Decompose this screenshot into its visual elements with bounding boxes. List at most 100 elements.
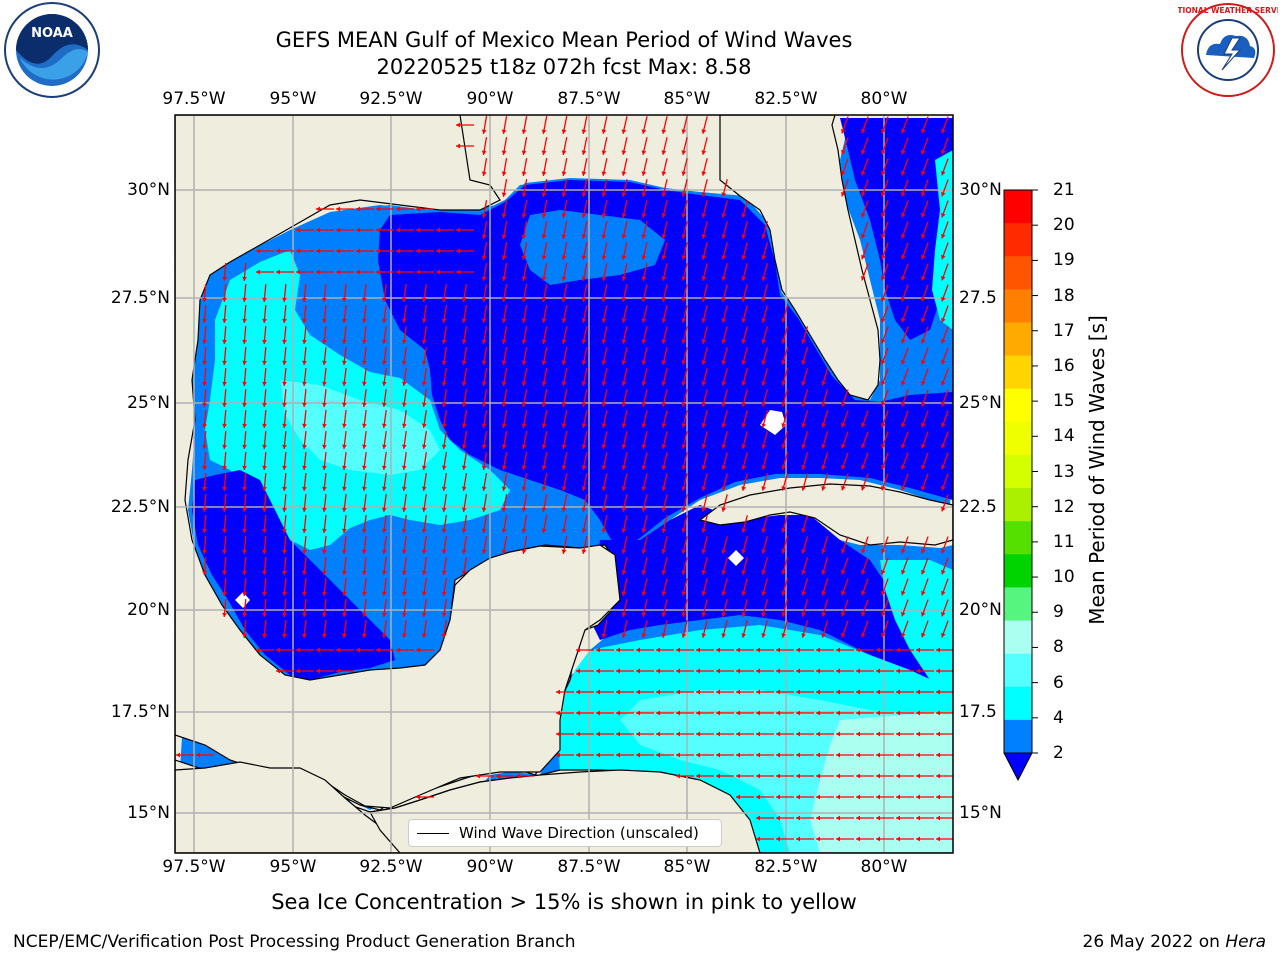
wind-arrow-head	[521, 360, 527, 365]
wind-arrow-head	[876, 689, 880, 695]
wind-arrow-head	[721, 591, 727, 596]
wind-arrow-head	[681, 297, 687, 302]
colorbar-tick-label: 20	[1053, 215, 1075, 236]
wind-arrow-head	[921, 611, 926, 617]
wind-arrow-head	[861, 422, 866, 428]
wind-arrow-head	[222, 276, 227, 281]
wind-arrow-head	[641, 381, 647, 386]
wind-arrow-head	[342, 549, 347, 554]
colorbar-segment	[1004, 289, 1032, 323]
wind-arrow-head	[421, 612, 427, 617]
wind-arrow-head	[696, 647, 700, 653]
wind-arrow-head	[576, 668, 580, 674]
wind-arrow-head	[576, 710, 580, 716]
wind-arrow-head	[641, 591, 647, 596]
wind-arrow-head	[661, 570, 667, 575]
wind-arrow-head	[296, 647, 300, 653]
lon-tick-top: 82.5°W	[754, 89, 818, 109]
colorbar-segment	[1004, 554, 1032, 588]
wind-arrow-head	[941, 233, 946, 239]
wind-arrow-head	[501, 297, 507, 302]
wind-arrow-head	[876, 731, 880, 737]
wind-arrow-head	[676, 689, 680, 695]
wind-arrow-head	[381, 633, 387, 638]
wind-arrow-head	[901, 170, 906, 176]
wind-arrow-head	[696, 689, 700, 695]
wind-arrow-head	[282, 423, 287, 428]
wind-arrow-head	[401, 381, 407, 386]
wind-arrow-head	[661, 402, 667, 407]
wind-arrow-head	[401, 318, 407, 323]
wind-arrow-head	[701, 255, 707, 260]
wind-arrow-head	[302, 591, 307, 596]
wind-arrow-head	[521, 528, 527, 533]
wind-arrow-head	[681, 213, 687, 218]
wind-arrow-head	[776, 668, 780, 674]
wind-arrow-head	[921, 380, 926, 386]
wind-arrow-head	[416, 647, 420, 653]
wind-arrow-head	[881, 149, 886, 155]
wind-arrow-head	[461, 507, 467, 512]
wind-arrow-head	[641, 255, 647, 260]
wind-arrow-head	[421, 633, 427, 638]
wind-arrow-head	[461, 423, 467, 428]
wind-arrow-head	[901, 443, 906, 449]
lat-tick-right: 25°N	[959, 393, 1002, 413]
wind-arrow-head	[541, 213, 547, 218]
wind-arrow-head	[936, 836, 940, 842]
wind-arrow-head	[641, 612, 647, 617]
wind-arrow-head	[761, 297, 766, 302]
wind-arrow-head	[501, 465, 507, 470]
wind-arrow-head	[616, 710, 620, 716]
colorbar-segment	[1004, 488, 1032, 522]
wind-arrow-head	[636, 689, 640, 695]
wind-arrow-head	[342, 528, 347, 533]
wind-arrow-head	[361, 570, 367, 575]
colorbar-segment	[1004, 190, 1032, 224]
wind-arrow-head	[876, 794, 880, 800]
wind-arrow-head	[541, 234, 547, 239]
wind-arrow-head	[876, 668, 880, 674]
wind-arrow-head	[381, 402, 387, 407]
wind-arrow-head	[696, 752, 700, 758]
wind-arrow-head	[521, 444, 527, 449]
wind-arrow-head	[841, 590, 846, 596]
wind-arrow-head	[796, 647, 800, 653]
wind-arrow-head	[322, 633, 327, 638]
wind-arrow-head	[741, 570, 747, 575]
wind-arrow-head	[781, 486, 786, 491]
wind-arrow-head	[921, 632, 926, 638]
wind-arrow-head	[481, 423, 487, 428]
wind-arrow-head	[501, 507, 507, 512]
wind-arrow-head	[636, 668, 640, 674]
wind-arrow-head	[461, 465, 467, 470]
wind-arrow-head	[641, 549, 647, 554]
wind-arrow-head	[901, 611, 906, 617]
wind-arrow-head	[521, 549, 527, 554]
wind-arrow-head	[821, 423, 826, 428]
wind-arrow-head	[401, 465, 407, 470]
wind-arrow-head	[801, 402, 806, 407]
wind-arrow-head	[696, 731, 700, 737]
wind-arrow-head	[222, 339, 227, 344]
wind-arrow-head	[741, 402, 747, 407]
wind-arrow-head	[361, 444, 367, 449]
wind-arrow-head	[316, 647, 320, 653]
wind-arrow-head	[481, 171, 487, 176]
wind-arrow-head	[941, 506, 946, 512]
wind-arrow-head	[736, 731, 740, 737]
wind-arrow-head	[896, 668, 900, 674]
wind-arrow-head	[881, 590, 886, 596]
wind-arrow-head	[322, 423, 327, 428]
colorbar-tick-label: 16	[1053, 355, 1075, 376]
wind-arrow-head	[481, 276, 487, 281]
sea-ice-caption: Sea Ice Concentration > 15% is shown in …	[271, 890, 857, 914]
wind-arrow-head	[376, 227, 380, 233]
wind-arrow-head	[342, 612, 347, 617]
wind-arrow-head	[916, 836, 920, 842]
wind-arrow-head	[661, 444, 667, 449]
wind-arrow-head	[401, 339, 407, 344]
wind-arrow-head	[302, 612, 307, 617]
wind-arrow-head	[381, 360, 387, 365]
wind-arrow-head	[901, 275, 906, 281]
